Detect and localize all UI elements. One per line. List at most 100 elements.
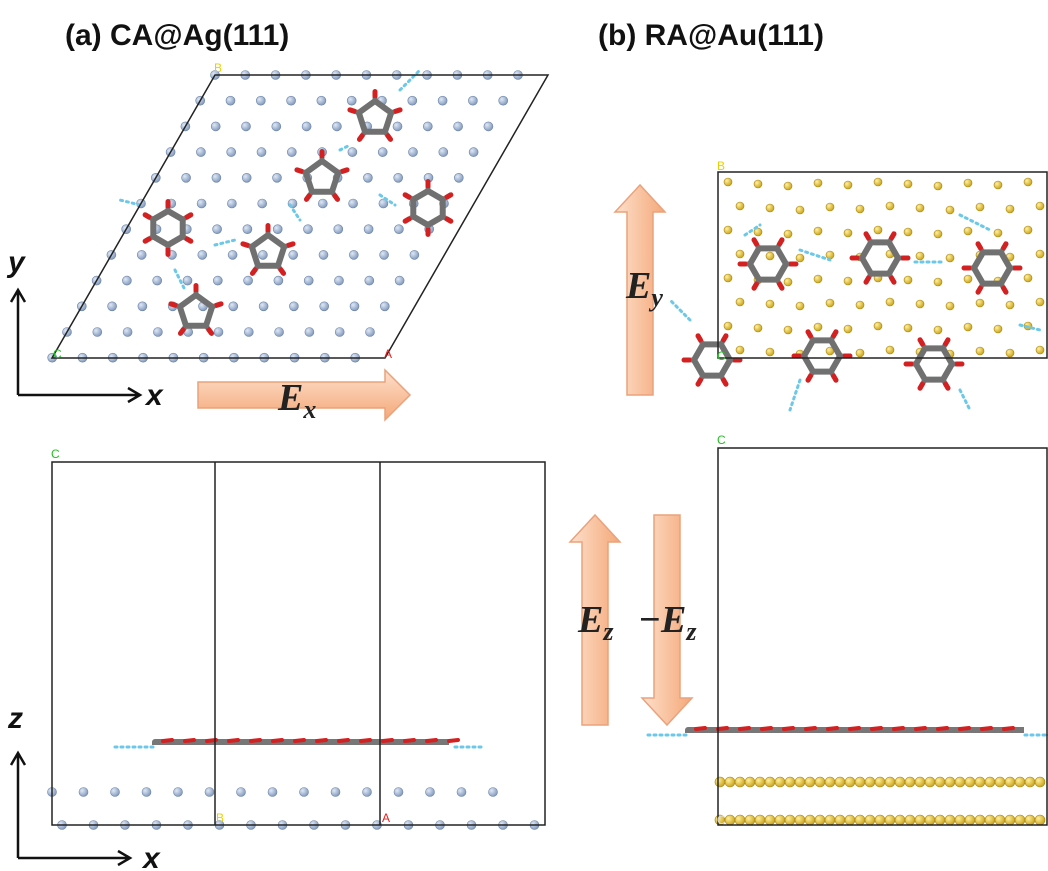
oxygen bbox=[163, 740, 172, 741]
atom bbox=[934, 278, 942, 286]
field-symbol: E bbox=[625, 265, 651, 307]
oxygen bbox=[828, 728, 837, 729]
atom bbox=[826, 203, 834, 211]
field-subscript: y bbox=[648, 283, 663, 312]
atom bbox=[724, 274, 732, 282]
cell-label: C bbox=[717, 433, 726, 447]
axis-label: y bbox=[6, 246, 26, 279]
cell-label: B bbox=[214, 61, 222, 75]
atom bbox=[205, 788, 214, 797]
atom bbox=[408, 96, 417, 105]
atom bbox=[765, 815, 775, 825]
panel-title: (a) CA@Ag(111) bbox=[65, 19, 289, 52]
atom bbox=[212, 173, 221, 182]
atom bbox=[304, 225, 313, 234]
atom bbox=[784, 182, 792, 190]
atom bbox=[469, 148, 478, 157]
oxygen bbox=[754, 240, 756, 244]
atom bbox=[874, 178, 882, 186]
atom bbox=[715, 777, 725, 787]
atom bbox=[815, 777, 825, 787]
oxygen bbox=[779, 284, 781, 288]
atom bbox=[257, 148, 266, 157]
h-bond bbox=[800, 250, 830, 260]
atom bbox=[795, 777, 805, 787]
atom bbox=[775, 815, 785, 825]
atom bbox=[123, 328, 132, 337]
atom bbox=[885, 815, 895, 825]
atom bbox=[916, 252, 924, 260]
atom bbox=[955, 815, 965, 825]
h-bond bbox=[215, 240, 235, 245]
cell-label: C bbox=[53, 347, 62, 361]
oxygen bbox=[698, 380, 700, 384]
atom bbox=[227, 148, 236, 157]
axis-label: x bbox=[144, 379, 164, 412]
atom bbox=[844, 277, 852, 285]
atom bbox=[363, 788, 372, 797]
atom bbox=[946, 254, 954, 262]
atom bbox=[1015, 815, 1025, 825]
atom bbox=[197, 199, 206, 208]
oxygen bbox=[784, 728, 793, 729]
ring bbox=[804, 340, 840, 371]
atom bbox=[904, 180, 912, 188]
atom bbox=[826, 299, 834, 307]
atom bbox=[856, 205, 864, 213]
atom bbox=[302, 122, 311, 131]
atom bbox=[1024, 274, 1032, 282]
atom bbox=[275, 328, 284, 337]
atom bbox=[1035, 777, 1045, 787]
atom bbox=[289, 302, 298, 311]
atom bbox=[213, 276, 222, 285]
atom bbox=[242, 122, 251, 131]
oxygen bbox=[388, 136, 391, 140]
atom bbox=[985, 777, 995, 787]
oxygen bbox=[866, 278, 868, 282]
oxygen bbox=[698, 336, 700, 340]
oxygen bbox=[229, 740, 238, 741]
ring bbox=[862, 242, 898, 273]
atom bbox=[331, 788, 340, 797]
atom bbox=[335, 276, 344, 285]
atom bbox=[915, 777, 925, 787]
atom bbox=[855, 777, 865, 787]
atom bbox=[365, 276, 374, 285]
atom bbox=[454, 122, 463, 131]
oxygen bbox=[920, 340, 922, 344]
axis-label: z bbox=[7, 702, 23, 735]
atom bbox=[985, 815, 995, 825]
atom bbox=[350, 302, 359, 311]
oxygen bbox=[350, 110, 354, 111]
atom bbox=[975, 777, 985, 787]
atom bbox=[945, 815, 955, 825]
atom bbox=[835, 777, 845, 787]
axis-label: x bbox=[141, 842, 161, 871]
oxygen bbox=[833, 332, 835, 336]
oxygen bbox=[945, 384, 947, 388]
oxygen bbox=[187, 215, 191, 217]
atom bbox=[855, 815, 865, 825]
atom bbox=[213, 225, 222, 234]
oxygen bbox=[762, 728, 771, 729]
atom bbox=[319, 250, 328, 259]
atom bbox=[905, 777, 915, 787]
atom bbox=[814, 275, 822, 283]
atom bbox=[1015, 777, 1025, 787]
axis-arrows bbox=[11, 753, 130, 865]
atom bbox=[237, 788, 246, 797]
atom bbox=[975, 815, 985, 825]
atom bbox=[976, 347, 984, 355]
atom bbox=[334, 225, 343, 234]
oxygen bbox=[251, 740, 260, 741]
atom bbox=[856, 301, 864, 309]
oxygen bbox=[723, 380, 725, 384]
ring bbox=[974, 252, 1010, 283]
atom bbox=[79, 788, 88, 797]
atom bbox=[844, 181, 852, 189]
atom bbox=[825, 777, 835, 787]
atom bbox=[409, 148, 418, 157]
atom bbox=[226, 96, 235, 105]
atom bbox=[1005, 777, 1015, 787]
atom bbox=[300, 788, 309, 797]
